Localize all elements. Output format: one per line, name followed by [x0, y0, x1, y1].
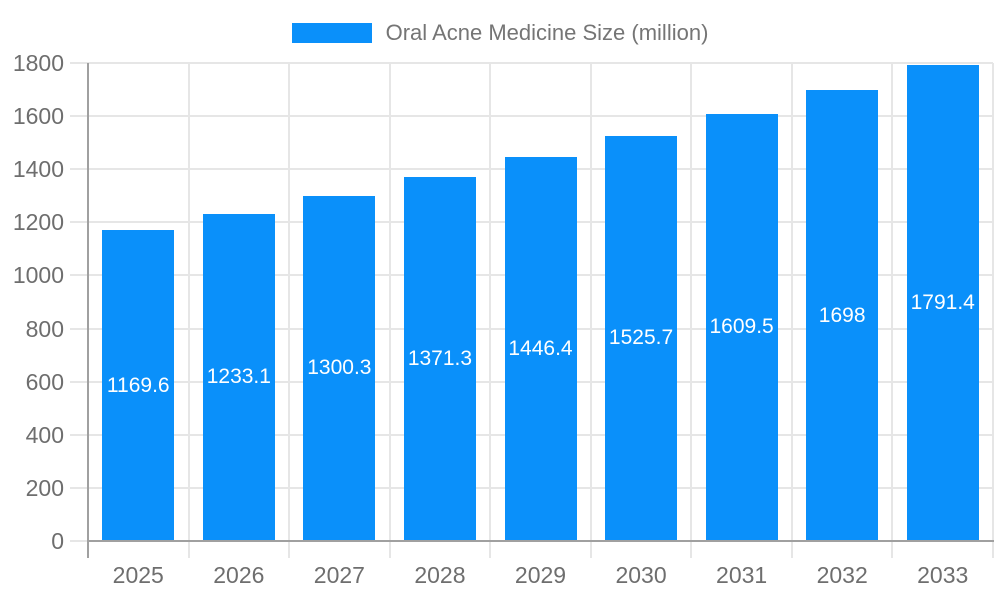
gridline-vertical	[790, 63, 793, 558]
y-axis-tick-label: 400	[25, 421, 64, 448]
bar-2029[interactable]	[504, 156, 577, 540]
y-axis-tick-label: 1800	[12, 50, 64, 76]
bar-2030[interactable]	[605, 135, 678, 540]
gridline-horizontal	[70, 62, 993, 64]
legend[interactable]: Oral Acne Medicine Size (million)	[0, 20, 1000, 46]
y-axis-tick-label: 1600	[12, 103, 64, 130]
bar-value-label: 1233.1	[206, 365, 271, 389]
gridline-vertical	[589, 63, 592, 558]
bar-value-label: 1169.6	[106, 373, 170, 397]
legend-swatch	[291, 23, 372, 43]
y-axis-tick-label: 800	[25, 315, 64, 342]
gridline-vertical	[992, 63, 994, 558]
x-axis-tick-label: 2025	[112, 562, 164, 588]
x-axis-tick-label: 2031	[716, 562, 768, 588]
bar-2026[interactable]	[202, 213, 275, 540]
y-axis-line	[87, 63, 89, 558]
gridline-vertical	[288, 63, 291, 558]
bar-value-label: 1609.5	[709, 315, 774, 339]
bar-value-label: 1698	[818, 303, 866, 327]
x-axis-line	[87, 540, 994, 542]
bar-value-label: 1300.3	[307, 356, 372, 380]
bar-value-label: 1371.3	[407, 346, 473, 370]
gridline-vertical	[690, 63, 693, 558]
bar-2033[interactable]	[906, 65, 979, 540]
x-axis-tick-label: 2027	[313, 562, 365, 588]
x-axis-tick-label: 2029	[514, 562, 567, 588]
y-axis-tick-label: 600	[25, 368, 64, 395]
bar-2032[interactable]	[806, 90, 879, 540]
y-axis-tick-label: 1200	[12, 209, 64, 236]
bar-2027[interactable]	[303, 195, 376, 540]
gridline-vertical	[187, 63, 190, 558]
bar-2028[interactable]	[403, 176, 476, 540]
gridline-horizontal	[70, 115, 993, 118]
gridline-vertical	[891, 63, 894, 558]
bar-value-label: 1446.4	[508, 336, 573, 360]
bar-2031[interactable]	[705, 113, 778, 540]
legend-label: Oral Acne Medicine Size (million)	[385, 20, 709, 45]
bar-value-label: 1791.4	[910, 291, 975, 315]
x-axis-tick-label: 2032	[816, 562, 868, 588]
x-axis-tick-label: 2026	[213, 562, 265, 588]
y-axis-tick-label: 1400	[12, 156, 64, 183]
x-axis-tick-label: 2028	[414, 562, 466, 588]
x-axis-tick-label: 2030	[615, 562, 667, 588]
x-axis-tick-label: 2033	[917, 562, 969, 588]
y-axis-tick-label: 1000	[12, 262, 64, 289]
bar-2025[interactable]	[102, 230, 175, 540]
gridline-vertical	[489, 63, 492, 558]
y-axis-tick-label: 0	[51, 528, 64, 554]
gridline-vertical	[388, 63, 391, 558]
y-axis-tick-label: 200	[25, 474, 64, 501]
bar-value-label: 1525.7	[608, 326, 674, 350]
